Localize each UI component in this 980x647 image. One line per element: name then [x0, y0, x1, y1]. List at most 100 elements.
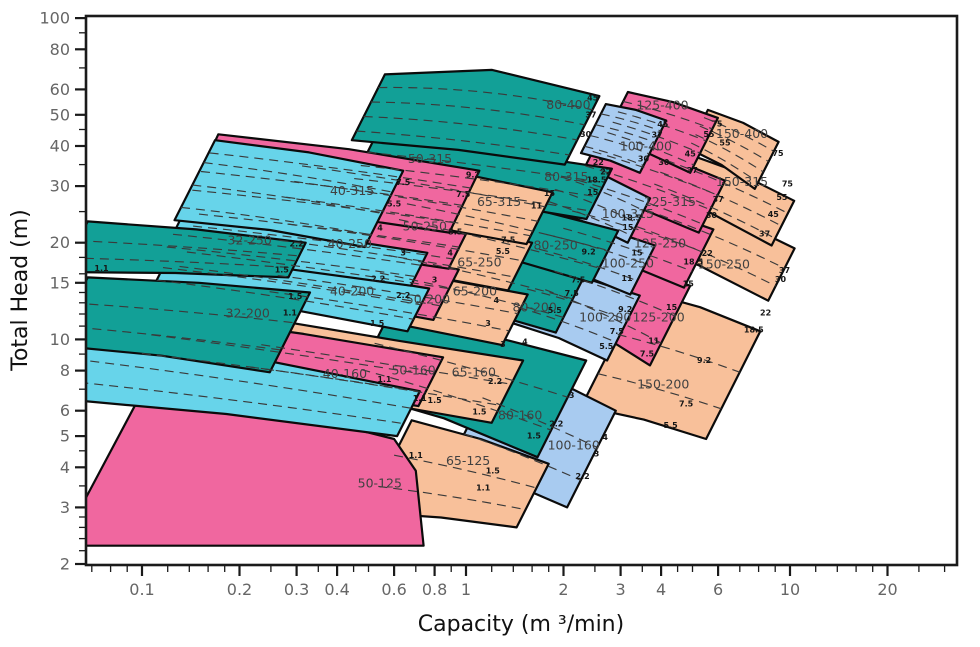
iso-power-curve	[198, 213, 460, 248]
iso-power-curve	[179, 265, 441, 307]
iso-power-curve	[555, 188, 638, 224]
iso-power-curve	[86, 382, 404, 425]
region-label-50-250: 50-250	[403, 218, 447, 233]
iso-power-curve	[617, 333, 740, 373]
power-label: 22	[593, 158, 604, 167]
y-tick-label: 50	[50, 105, 70, 124]
x-tick-label: 10	[780, 580, 800, 599]
iso-power-curve	[589, 134, 650, 155]
x-tick-label: 0.1	[129, 580, 154, 599]
iso-power-curve	[592, 150, 718, 196]
pump-regions	[86, 68, 796, 547]
iso-power-curve	[645, 209, 785, 269]
iso-power-curve	[538, 248, 638, 282]
iso-power-curve	[151, 334, 434, 377]
x-tick-label: 0.8	[422, 580, 447, 599]
region-label-50-160: 50-160	[391, 363, 435, 378]
iso-power-curve	[209, 152, 472, 189]
power-label: 4	[602, 433, 608, 442]
power-label: 5.5	[387, 200, 402, 209]
iso-power-curve	[86, 240, 300, 257]
power-label: 7.5	[679, 399, 694, 408]
iso-power-curve	[561, 176, 645, 212]
iso-power-curve	[571, 210, 703, 253]
iso-power-curve	[546, 233, 646, 265]
power-label: 15	[631, 248, 643, 257]
y-tick-label: 8	[60, 361, 70, 380]
region-label-80-400: 80-400	[546, 97, 590, 112]
iso-power-curve	[388, 254, 573, 300]
y-axis-title: Total Head (m)	[8, 209, 33, 372]
region-label-50-125: 50-125	[358, 476, 402, 491]
iso-power-curve	[379, 272, 564, 318]
region-label-32-250: 32-250	[228, 233, 272, 248]
power-label: 7.5	[396, 178, 411, 187]
iso-power-curve	[612, 121, 701, 154]
region-label-125-400: 125-400	[636, 98, 688, 113]
power-label: 37	[713, 195, 724, 204]
power-label: 1.1	[377, 375, 392, 384]
y-tick-label: 80	[50, 40, 70, 59]
iso-power-curve	[193, 225, 454, 260]
power-label: 22	[600, 168, 611, 177]
x-tick-label: 0.2	[227, 580, 252, 599]
iso-power-curve	[660, 171, 782, 227]
iso-power-curve	[622, 100, 713, 130]
region-label-150-400: 150-400	[716, 126, 768, 141]
power-label: 55	[776, 193, 788, 202]
iso-power-curve	[86, 257, 294, 269]
power-label: 45	[768, 210, 780, 219]
y-tick-label: 2	[60, 555, 70, 574]
power-label: 2.2	[488, 377, 502, 386]
iso-power-curve	[86, 327, 282, 351]
iso-power-curve	[548, 201, 632, 237]
x-tick-label: 1	[461, 580, 471, 599]
region-label-80-315: 80-315	[544, 169, 588, 184]
power-label: 30	[775, 275, 787, 284]
y-tick-label: 20	[50, 233, 70, 252]
plot-frame	[84, 14, 959, 567]
region-label-40-200: 40-200	[330, 284, 374, 299]
iso-power-curve	[585, 165, 711, 211]
region-label-150-200: 150-200	[637, 376, 689, 391]
region-label-100-250: 100-250	[602, 256, 654, 271]
region-label-65-200: 65-200	[453, 284, 497, 299]
iso-power-dashed-lines	[86, 86, 789, 511]
iso-power-curve	[361, 369, 552, 431]
iso-power-curve	[378, 485, 526, 511]
power-label: 1.5	[472, 407, 487, 416]
iso-power-curve	[162, 267, 422, 306]
power-label: 1.5	[428, 396, 443, 405]
power-label: 1.1	[283, 308, 298, 317]
x-tick-label: 4	[656, 580, 666, 599]
iso-power-curve	[595, 124, 656, 144]
power-label: 9.2	[466, 171, 480, 180]
iso-power-curve	[363, 115, 578, 141]
power-label: 1.5	[486, 466, 501, 475]
region-label-65-315: 65-315	[477, 194, 521, 209]
power-label: 5.5	[448, 228, 463, 237]
region-label-65-125: 65-125	[446, 453, 490, 468]
power-label: 2.2	[396, 291, 410, 300]
power-label: 7.5	[501, 235, 516, 244]
power-label: 1.5	[370, 319, 385, 328]
power-label: 22	[760, 308, 771, 317]
iso-power-curve	[554, 270, 676, 317]
power-label: 5.5	[664, 421, 679, 430]
power-label: 4	[377, 224, 383, 233]
power-label: 37	[687, 166, 698, 175]
iso-power-curve	[166, 246, 416, 278]
power-label: 11	[621, 274, 633, 283]
y-tick-label: 40	[50, 137, 70, 156]
region-label-40-160: 40-160	[323, 366, 367, 381]
iso-power-curve	[203, 162, 393, 193]
iso-power-curve	[482, 397, 598, 449]
region-label-65-160: 65-160	[452, 364, 496, 379]
power-label: 22	[702, 249, 713, 258]
power-label: 3	[432, 276, 438, 285]
power-label: 18.5	[744, 326, 764, 335]
iso-power-curve	[302, 165, 546, 208]
power-label: 45	[685, 149, 697, 158]
